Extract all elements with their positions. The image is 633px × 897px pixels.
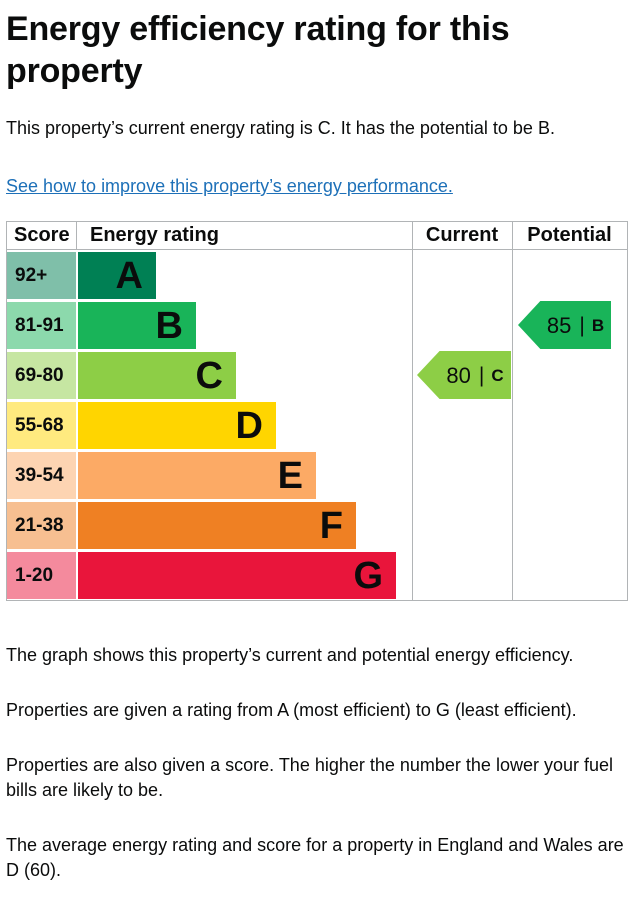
- chart-header-row: Score Energy rating Current Potential: [7, 222, 627, 250]
- epc-chart: Score Energy rating Current Potential 92…: [6, 221, 628, 601]
- current-score: 80: [446, 362, 471, 388]
- band-bar: E: [78, 452, 316, 499]
- band-bar: C: [78, 352, 236, 399]
- header-potential-label: Potential: [527, 224, 612, 246]
- potential-divider: |: [579, 313, 585, 337]
- potential-rating-arrow: 85 | B: [518, 301, 611, 349]
- band-row: 69-80 C: [7, 352, 627, 399]
- band-rows: 92+ A 81-91 B 69-80 C 55-68 D 39-54 E 21…: [7, 250, 627, 599]
- current-column-divider: [412, 222, 413, 600]
- potential-column-divider: [512, 222, 513, 600]
- band-bar: F: [78, 502, 356, 549]
- band-score-cell: 55-68: [7, 402, 76, 449]
- potential-band-letter: B: [591, 315, 605, 335]
- band-bar: G: [78, 552, 396, 599]
- band-row: 92+ A: [7, 252, 627, 299]
- band-row: 55-68 D: [7, 402, 627, 449]
- band-bar: D: [78, 402, 276, 449]
- band-row: 81-91 B: [7, 302, 627, 349]
- band-score-cell: 39-54: [7, 452, 76, 499]
- band-score-cell: 1-20: [7, 552, 76, 599]
- band-score-cell: 69-80: [7, 352, 76, 399]
- footer-paragraph: The average energy rating and score for …: [6, 835, 624, 880]
- footer-paragraph: Properties are given a rating from A (mo…: [6, 700, 577, 720]
- intro-text: This property’s current energy rating is…: [6, 118, 555, 138]
- current-band-letter: C: [491, 365, 504, 385]
- current-divider: |: [478, 363, 485, 387]
- band-score-cell: 21-38: [7, 502, 76, 549]
- header-current-label: Current: [425, 224, 499, 246]
- potential-score: 85: [546, 312, 572, 338]
- band-row: 39-54 E: [7, 452, 627, 499]
- band-row: 1-20 G: [7, 552, 627, 599]
- header-score-label: Score: [7, 222, 77, 249]
- footer-paragraph: Properties are also given a score. The h…: [6, 755, 613, 800]
- band-score-cell: 81-91: [7, 302, 76, 349]
- page-title: Energy efficiency rating for this proper…: [6, 10, 510, 90]
- band-score-cell: 92+: [7, 252, 76, 299]
- header-rating-label: Energy rating: [90, 224, 219, 246]
- footer-paragraph: The graph shows this property’s current …: [6, 645, 574, 665]
- band-bar: A: [78, 252, 156, 299]
- band-bar: B: [78, 302, 196, 349]
- current-rating-arrow: 80 | C: [417, 351, 511, 399]
- improve-performance-link[interactable]: See how to improve this property’s energ…: [6, 176, 453, 196]
- band-row: 21-38 F: [7, 502, 627, 549]
